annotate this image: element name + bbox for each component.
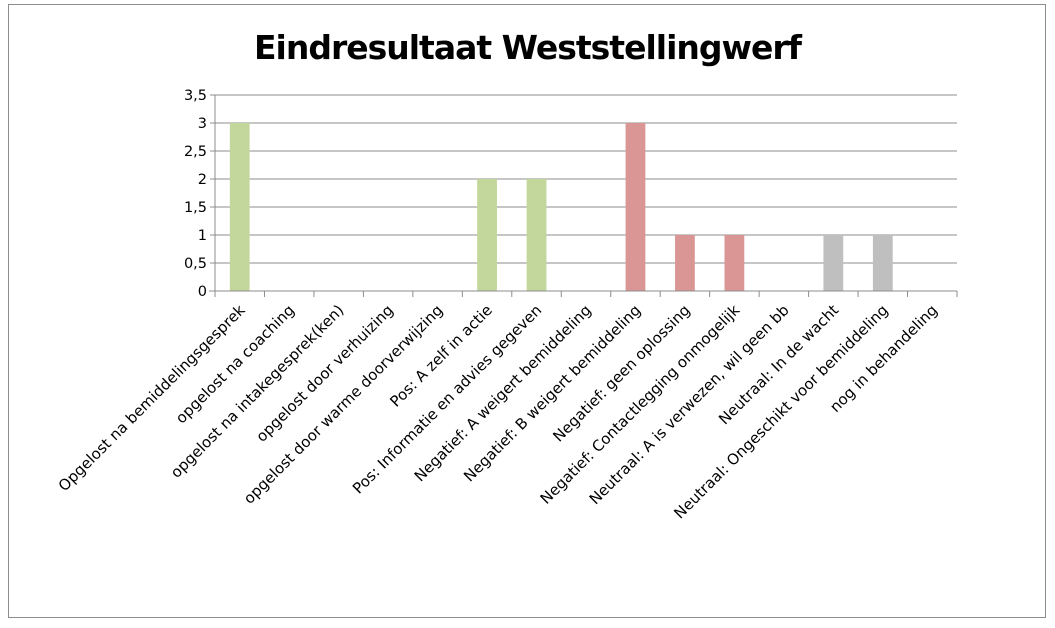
bar [724,235,745,291]
bars [229,123,893,291]
bar [526,179,547,291]
bar [823,235,844,291]
y-tick-label: 3,5 [184,88,207,104]
x-category-label: Negatief: A weigert bemiddeling [411,301,595,485]
gridlines [215,94,957,264]
bar [477,179,497,291]
bar [872,235,893,291]
axes [209,94,958,297]
y-tick-label: 1 [198,228,207,244]
y-tick-label: 2,5 [184,144,207,160]
x-category-label: Negatief: B weigert bemiddeling [460,301,644,485]
chart-frame [8,4,1046,618]
bar [625,123,646,291]
x-category-label: Opgelost na bemiddelingsgesprek [55,301,249,495]
y-tick-label: 1,5 [184,200,207,216]
y-tick-label: 0 [198,284,207,300]
bar [229,123,250,291]
chart-title: Eindresultaat Weststellingwerf [253,28,802,67]
bar [675,235,695,291]
y-tick-label: 3 [198,116,207,132]
y-tick-label: 0,5 [184,256,207,272]
y-tick-label: 2 [198,172,207,188]
axis-labels: 0 0,5 1 1,5 2 2,5 3 3,5 Opgelost na bemiddelings… [55,88,941,522]
